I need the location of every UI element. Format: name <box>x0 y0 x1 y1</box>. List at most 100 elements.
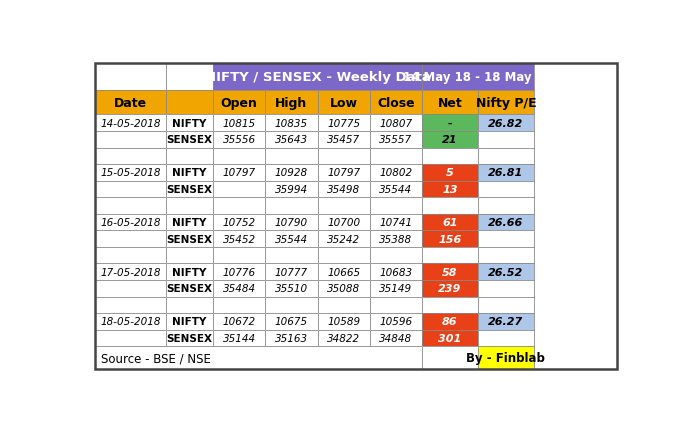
Text: 10790: 10790 <box>275 218 308 227</box>
Text: 35149: 35149 <box>379 284 412 294</box>
Bar <box>370 165 422 181</box>
Bar <box>166 165 213 181</box>
Bar <box>370 314 422 330</box>
Bar <box>318 91 370 115</box>
Bar <box>478 297 534 314</box>
Bar <box>422 314 478 330</box>
Bar <box>370 248 422 264</box>
Bar <box>478 330 534 346</box>
Bar <box>422 148 478 165</box>
Text: 15-05-2018: 15-05-2018 <box>100 168 161 178</box>
Text: 10672: 10672 <box>222 317 256 327</box>
Bar <box>478 280 534 297</box>
Bar <box>213 198 265 214</box>
Bar <box>478 148 534 165</box>
Bar <box>422 115 478 132</box>
Bar <box>370 115 422 132</box>
Text: Nifty P/E: Nifty P/E <box>475 97 536 109</box>
Text: 35144: 35144 <box>222 333 256 343</box>
Bar <box>318 115 370 132</box>
Bar <box>213 231 265 248</box>
Text: 10776: 10776 <box>222 267 256 277</box>
Text: 156: 156 <box>439 234 461 244</box>
Bar <box>478 248 534 264</box>
Bar <box>166 148 213 165</box>
Bar <box>318 214 370 231</box>
Text: 14-05-2018: 14-05-2018 <box>100 118 161 128</box>
Text: 35498: 35498 <box>327 184 360 195</box>
Bar <box>318 198 370 214</box>
Text: 10741: 10741 <box>379 218 412 227</box>
Text: Net: Net <box>438 97 462 109</box>
Bar <box>213 231 265 248</box>
Bar <box>318 198 370 214</box>
Text: 35544: 35544 <box>379 184 412 195</box>
Text: 10928: 10928 <box>275 168 308 178</box>
Text: SENSEX: SENSEX <box>167 135 213 145</box>
Text: SENSEX: SENSEX <box>167 284 213 294</box>
Bar <box>95 231 166 248</box>
Bar <box>213 148 265 165</box>
Text: NIFTY: NIFTY <box>172 118 206 128</box>
Bar <box>166 264 213 280</box>
Text: 10665: 10665 <box>327 267 360 277</box>
Bar <box>422 346 478 369</box>
Bar <box>166 248 213 264</box>
Bar <box>265 132 318 148</box>
Bar <box>478 91 534 115</box>
Text: 10675: 10675 <box>275 317 308 327</box>
Bar <box>422 330 478 346</box>
Bar <box>95 132 166 148</box>
Bar <box>265 115 318 132</box>
Text: 10802: 10802 <box>379 168 412 178</box>
Bar <box>213 248 265 264</box>
Text: 10683: 10683 <box>379 267 412 277</box>
Text: 10596: 10596 <box>379 317 412 327</box>
Bar <box>95 264 166 280</box>
Text: 35163: 35163 <box>275 333 308 343</box>
Bar <box>166 330 213 346</box>
Bar <box>95 148 166 165</box>
Bar <box>318 330 370 346</box>
Bar <box>318 297 370 314</box>
Bar <box>422 231 478 248</box>
Bar <box>318 165 370 181</box>
Bar <box>95 248 166 264</box>
Bar <box>166 115 213 132</box>
Text: High: High <box>275 97 307 109</box>
Text: 14 May 18 - 18 May 18: 14 May 18 - 18 May 18 <box>403 71 553 84</box>
Text: 35484: 35484 <box>222 284 256 294</box>
Bar <box>478 280 534 297</box>
Bar <box>213 91 265 115</box>
Bar <box>265 314 318 330</box>
Text: NIFTY: NIFTY <box>172 267 206 277</box>
Bar <box>265 297 318 314</box>
Bar <box>166 314 213 330</box>
Text: 35556: 35556 <box>222 135 256 145</box>
Bar <box>95 91 166 115</box>
Bar <box>370 165 422 181</box>
Text: 61: 61 <box>442 218 458 227</box>
Bar <box>478 214 534 231</box>
Bar <box>318 181 370 198</box>
Text: 10777: 10777 <box>275 267 308 277</box>
Bar <box>95 132 166 148</box>
Bar <box>422 264 478 280</box>
Bar <box>370 214 422 231</box>
Text: 26.82: 26.82 <box>489 118 523 128</box>
Bar <box>370 330 422 346</box>
Bar <box>213 297 265 314</box>
Bar <box>213 330 265 346</box>
Bar <box>166 91 213 115</box>
Bar <box>318 248 370 264</box>
Bar <box>95 248 166 264</box>
Bar <box>318 132 370 148</box>
Bar <box>422 64 534 91</box>
Bar <box>166 248 213 264</box>
Bar <box>478 346 534 369</box>
Bar <box>422 132 478 148</box>
Text: 10835: 10835 <box>275 118 308 128</box>
Bar <box>95 297 166 314</box>
Bar <box>95 346 422 369</box>
Bar <box>166 214 213 231</box>
